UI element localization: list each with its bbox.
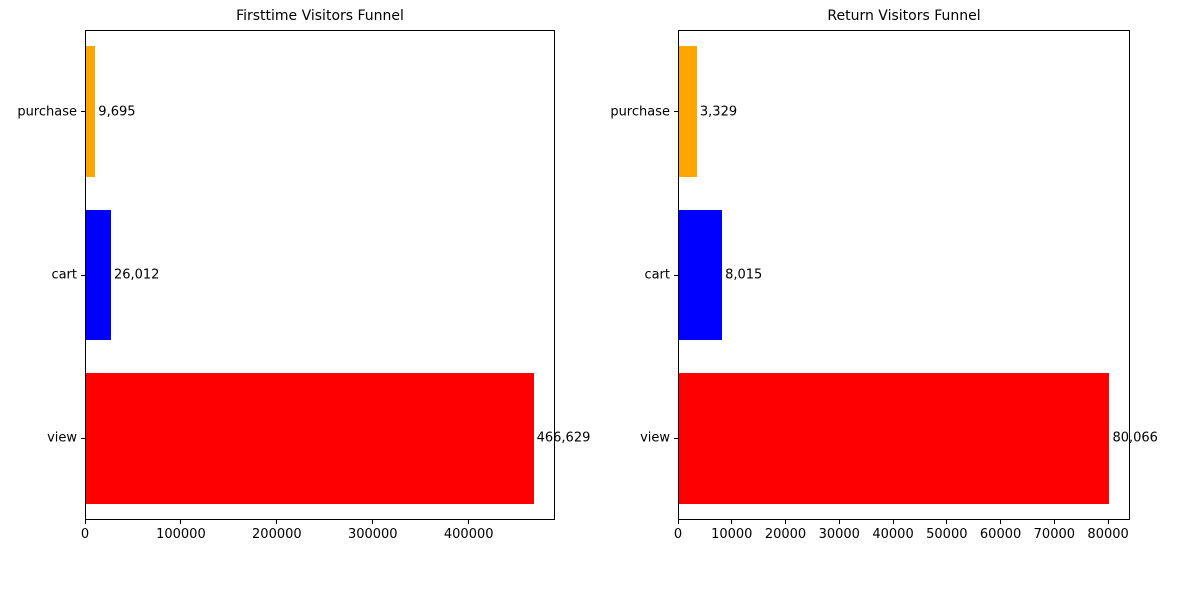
xtick-label: 0 xyxy=(673,527,683,542)
xtick-label: 300000 xyxy=(347,527,398,542)
x-tick-mark xyxy=(731,520,733,524)
x-tick-mark xyxy=(838,520,840,524)
chart-title-return: Return Visitors Funnel xyxy=(827,8,981,24)
ytick-label-purchase: purchase xyxy=(610,104,670,120)
xtick-label: 50000 xyxy=(926,527,968,542)
chart-title-firsttime: Firsttime Visitors Funnel xyxy=(236,8,404,24)
xtick-label: 60000 xyxy=(979,527,1022,542)
bar-value-label-purchase: 9,695 xyxy=(98,104,136,120)
ytick-label-purchase: purchase xyxy=(17,104,77,120)
ytick-label-cart: cart xyxy=(51,267,77,283)
y-tick-mark-cart xyxy=(674,274,678,276)
ytick-label-view: view xyxy=(47,430,77,446)
x-tick-mark xyxy=(785,520,787,524)
bar-value-label-cart: 26,012 xyxy=(113,267,160,283)
bar-value-label-purchase: 3,329 xyxy=(699,104,738,120)
bar-cart xyxy=(86,209,111,341)
x-tick-mark xyxy=(1000,520,1002,524)
ytick-label-view: view xyxy=(640,430,670,446)
x-tick-mark xyxy=(1107,520,1109,524)
bar-value-label-view: 80,066 xyxy=(1112,430,1158,446)
y-tick-mark-view xyxy=(81,437,85,439)
x-tick-mark xyxy=(946,520,948,524)
xtick-label: 400000 xyxy=(443,527,494,542)
x-tick-mark xyxy=(276,520,278,524)
bar-view xyxy=(679,373,1110,504)
bar-purchase xyxy=(679,46,697,177)
y-tick-mark-purchase xyxy=(674,111,678,113)
bar-view xyxy=(86,373,534,504)
xtick-label: 0 xyxy=(80,527,90,542)
xtick-label: 30000 xyxy=(818,527,860,542)
y-tick-mark-cart xyxy=(81,274,85,276)
x-tick-mark xyxy=(892,520,894,524)
x-tick-mark xyxy=(180,520,182,524)
bar-value-label-view: 466,629 xyxy=(536,430,591,446)
xtick-label: 80000 xyxy=(1087,527,1129,542)
xtick-label: 100000 xyxy=(156,527,206,542)
bar-value-label-cart: 8,015 xyxy=(725,267,763,283)
x-tick-mark xyxy=(1053,520,1055,524)
xtick-label: 70000 xyxy=(1033,527,1076,542)
bar-purchase xyxy=(86,46,96,177)
xtick-label: 40000 xyxy=(872,527,914,542)
x-tick-mark xyxy=(468,520,470,524)
ytick-label-cart: cart xyxy=(644,267,670,283)
x-tick-mark xyxy=(84,520,86,524)
xtick-label: 10000 xyxy=(711,527,753,542)
y-tick-mark-view xyxy=(674,437,678,439)
x-tick-mark xyxy=(677,520,679,524)
x-tick-mark xyxy=(372,520,374,524)
xtick-label: 20000 xyxy=(764,527,807,542)
xtick-label: 200000 xyxy=(252,527,302,542)
bar-cart xyxy=(679,209,723,341)
y-tick-mark-purchase xyxy=(81,111,85,113)
